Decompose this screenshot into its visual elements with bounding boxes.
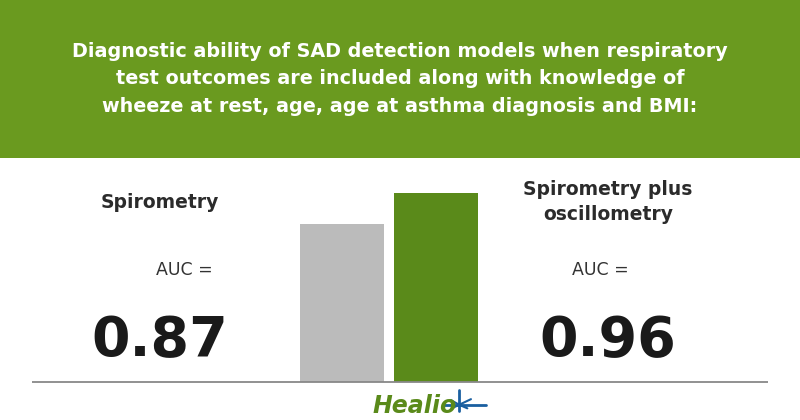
Bar	[300, 224, 384, 382]
Text: AUC =: AUC =	[572, 261, 628, 279]
Text: Diagnostic ability of SAD detection models when respiratory
test outcomes are in: Diagnostic ability of SAD detection mode…	[72, 42, 728, 116]
Text: AUC =: AUC =	[156, 261, 212, 279]
Text: Healio: Healio	[373, 394, 457, 417]
Text: Spirometry plus
oscillometry: Spirometry plus oscillometry	[523, 180, 693, 224]
Text: 0.96: 0.96	[539, 314, 677, 368]
Text: 0.87: 0.87	[92, 314, 228, 368]
Text: Spirometry: Spirometry	[101, 193, 219, 212]
Bar	[394, 193, 478, 382]
